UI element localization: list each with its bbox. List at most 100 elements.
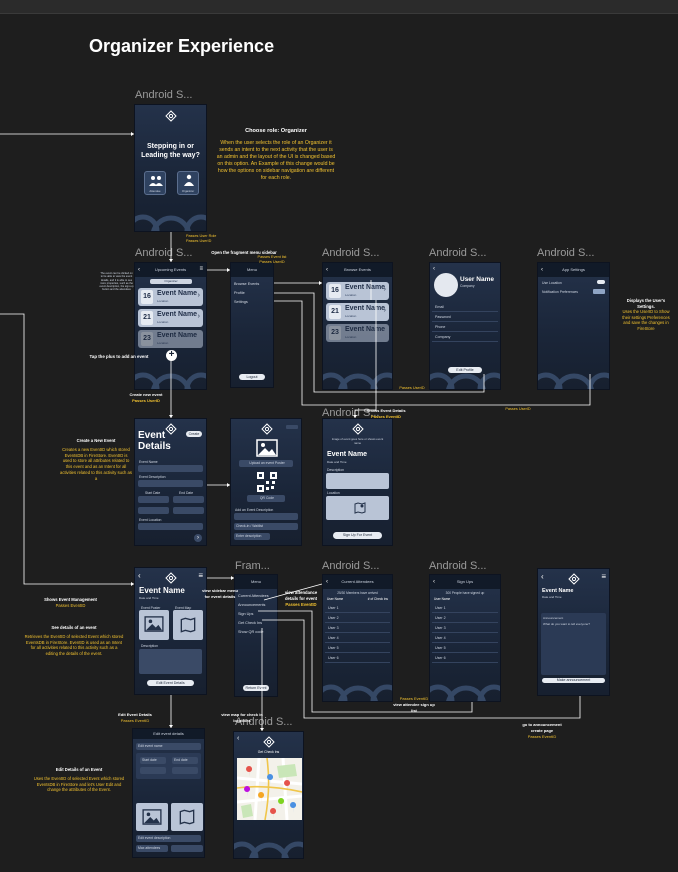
edit-map-box[interactable] (171, 803, 203, 831)
menu-item-announcements[interactable]: Announcements (238, 603, 266, 607)
create-note-body: Creates a new EventID which stored Event… (60, 446, 132, 481)
event-map-box[interactable] (173, 610, 203, 640)
signup-row[interactable]: User 4 (432, 634, 498, 643)
edit-max-attendees-field[interactable]: Max attendees (136, 845, 168, 852)
event-description-field[interactable] (138, 480, 203, 487)
description-field[interactable] (234, 513, 298, 520)
back-arrow-icon[interactable]: ‹ (326, 267, 328, 273)
event-card[interactable]: 21 Event Name Location › (138, 309, 203, 327)
background-emblem-icon (135, 214, 206, 231)
passes-userid-annotation-2: Passes UserID (505, 407, 531, 411)
notification-preferences-label: Notification Preferences (542, 290, 578, 294)
edit-event-details-button[interactable]: Edit Event Details (147, 680, 194, 686)
avatar[interactable] (434, 273, 458, 297)
menu-item-current-attendees[interactable]: Current Attendees (238, 594, 269, 598)
event-card[interactable]: 23 Event Name Location (138, 330, 203, 348)
menu-item-browse-events[interactable]: Browse Events (234, 282, 260, 286)
event-card[interactable]: 16 Event Name Location › (138, 288, 203, 306)
menu-item-settings[interactable]: Settings (234, 300, 248, 304)
attendee-row[interactable]: User 4 (325, 634, 390, 643)
sign-up-for-event-button[interactable]: Sign Up For Event (333, 532, 382, 539)
back-arrow-icon[interactable]: ‹ (138, 267, 140, 273)
event-day: 21 (141, 311, 153, 325)
frame-label-manage-menu: Fram... (235, 560, 270, 572)
image-placeholder-icon[interactable] (256, 439, 278, 457)
create-new-pass: Passes UserID (132, 398, 160, 403)
profile-name: User Name (460, 276, 494, 283)
attendee-role-button[interactable]: Attendee (144, 171, 166, 195)
add-event-plus-icon[interactable]: + (166, 350, 177, 361)
back-arrow-icon[interactable]: ‹ (541, 572, 544, 581)
edit-description-field[interactable]: Edit event description (136, 835, 201, 842)
menu-item-show-qr-code[interactable]: Show QR code (238, 630, 264, 634)
frame-label-role: Android S... (135, 89, 193, 101)
edit-end-date-field[interactable]: End date (172, 757, 198, 764)
max-attendees-field[interactable] (173, 507, 204, 514)
back-arrow-icon[interactable]: ‹ (433, 266, 435, 272)
event-day: 21 (329, 305, 341, 319)
start-date-field[interactable] (138, 496, 169, 503)
signup-row[interactable]: User 1 (432, 604, 498, 613)
announcement-placeholder: What do you want to tell everyone? (543, 622, 590, 626)
announcement-input[interactable]: Announcement What do you want to tell ev… (541, 613, 606, 675)
edit-event-name-field[interactable]: Edit event name (136, 743, 201, 750)
edit-start-time-field[interactable] (140, 767, 166, 774)
image-icon (142, 809, 162, 825)
hamburger-menu-icon[interactable]: ≡ (601, 572, 606, 581)
back-arrow-icon[interactable]: ‹ (237, 735, 240, 742)
attendee-row[interactable]: User 2 (325, 614, 390, 623)
map-icon (180, 617, 196, 633)
make-announcement-button[interactable]: Make announcement (542, 678, 605, 683)
event-view-screen: Image of event goes here or shows event … (322, 418, 393, 546)
profile-field-email[interactable]: Email (432, 303, 498, 312)
event-name: Event Name (157, 332, 198, 339)
back-arrow-icon[interactable]: ‹ (326, 579, 328, 585)
menu-item-sign-ups[interactable]: Sign Ups (238, 612, 254, 616)
logout-button[interactable]: Logout (239, 374, 265, 380)
frame-label-map: Android S... (235, 716, 293, 728)
event-location-field[interactable] (138, 523, 203, 530)
save-button[interactable] (286, 425, 298, 429)
hamburger-menu-icon[interactable]: ≡ (198, 571, 203, 580)
edit-start-date-field[interactable]: Start date (140, 757, 166, 764)
back-arrow-icon[interactable]: ‹ (541, 267, 543, 273)
edit-poster-box[interactable] (136, 803, 168, 831)
enter-description-field[interactable]: Enter description (234, 533, 270, 540)
settings-note: Displays the User's Settings. Uses the U… (620, 298, 672, 332)
event-card[interactable]: 16 Event Name Location › (326, 282, 389, 300)
back-arrow-icon[interactable]: ‹ (138, 571, 141, 580)
attendee-row[interactable]: User 1 (325, 604, 390, 613)
edit-extra-field[interactable] (171, 845, 203, 852)
menu-item-profile[interactable]: Profile (234, 291, 245, 295)
upload-poster-field[interactable]: Upload an event Poster (239, 460, 293, 467)
return-event-button[interactable]: Return Event (243, 685, 269, 691)
profile-field-password[interactable]: Password (432, 313, 498, 322)
event-view-map-box[interactable] (326, 496, 389, 520)
upcoming-side-note: The event can be clicked on to be able t… (99, 272, 134, 292)
back-arrow-icon[interactable]: ‹ (433, 579, 435, 585)
edit-end-time-field[interactable] (172, 767, 198, 774)
use-location-toggle[interactable] (597, 280, 605, 284)
signup-row[interactable]: User 2 (432, 614, 498, 623)
event-name-field[interactable] (138, 465, 203, 472)
checkin-waitlist-field[interactable]: Check-in / Waitlist (234, 523, 298, 530)
notification-preferences-dropdown[interactable] (593, 289, 605, 294)
menu-item-get-check-ins[interactable]: Get Check Ins (238, 621, 263, 625)
next-arrow-icon[interactable]: › (194, 534, 202, 542)
hamburger-menu-icon[interactable]: ≡ (199, 266, 203, 272)
event-poster-box[interactable] (139, 610, 169, 640)
qr-code-field[interactable]: QR Code (247, 495, 285, 502)
check-in-map[interactable] (237, 758, 302, 820)
attendee-row[interactable]: User 3 (325, 624, 390, 633)
open-menu-annotation: Open the fragment menu sidebar (211, 250, 277, 255)
event-card[interactable]: 21 Event Name Location › (326, 303, 389, 321)
signup-row[interactable]: User 3 (432, 624, 498, 633)
create-button[interactable]: Create (186, 431, 202, 437)
event-name: Event Name (157, 290, 198, 297)
role-filter-dropdown[interactable]: Organizer (150, 279, 192, 284)
start-time-field[interactable] (138, 507, 169, 514)
end-date-field[interactable] (173, 496, 204, 503)
organizer-role-button[interactable]: Organizer (177, 171, 199, 195)
role-screen: Stepping in or Leading the way? Attendee… (134, 104, 207, 232)
profile-field-phone[interactable]: Phone (432, 323, 498, 332)
